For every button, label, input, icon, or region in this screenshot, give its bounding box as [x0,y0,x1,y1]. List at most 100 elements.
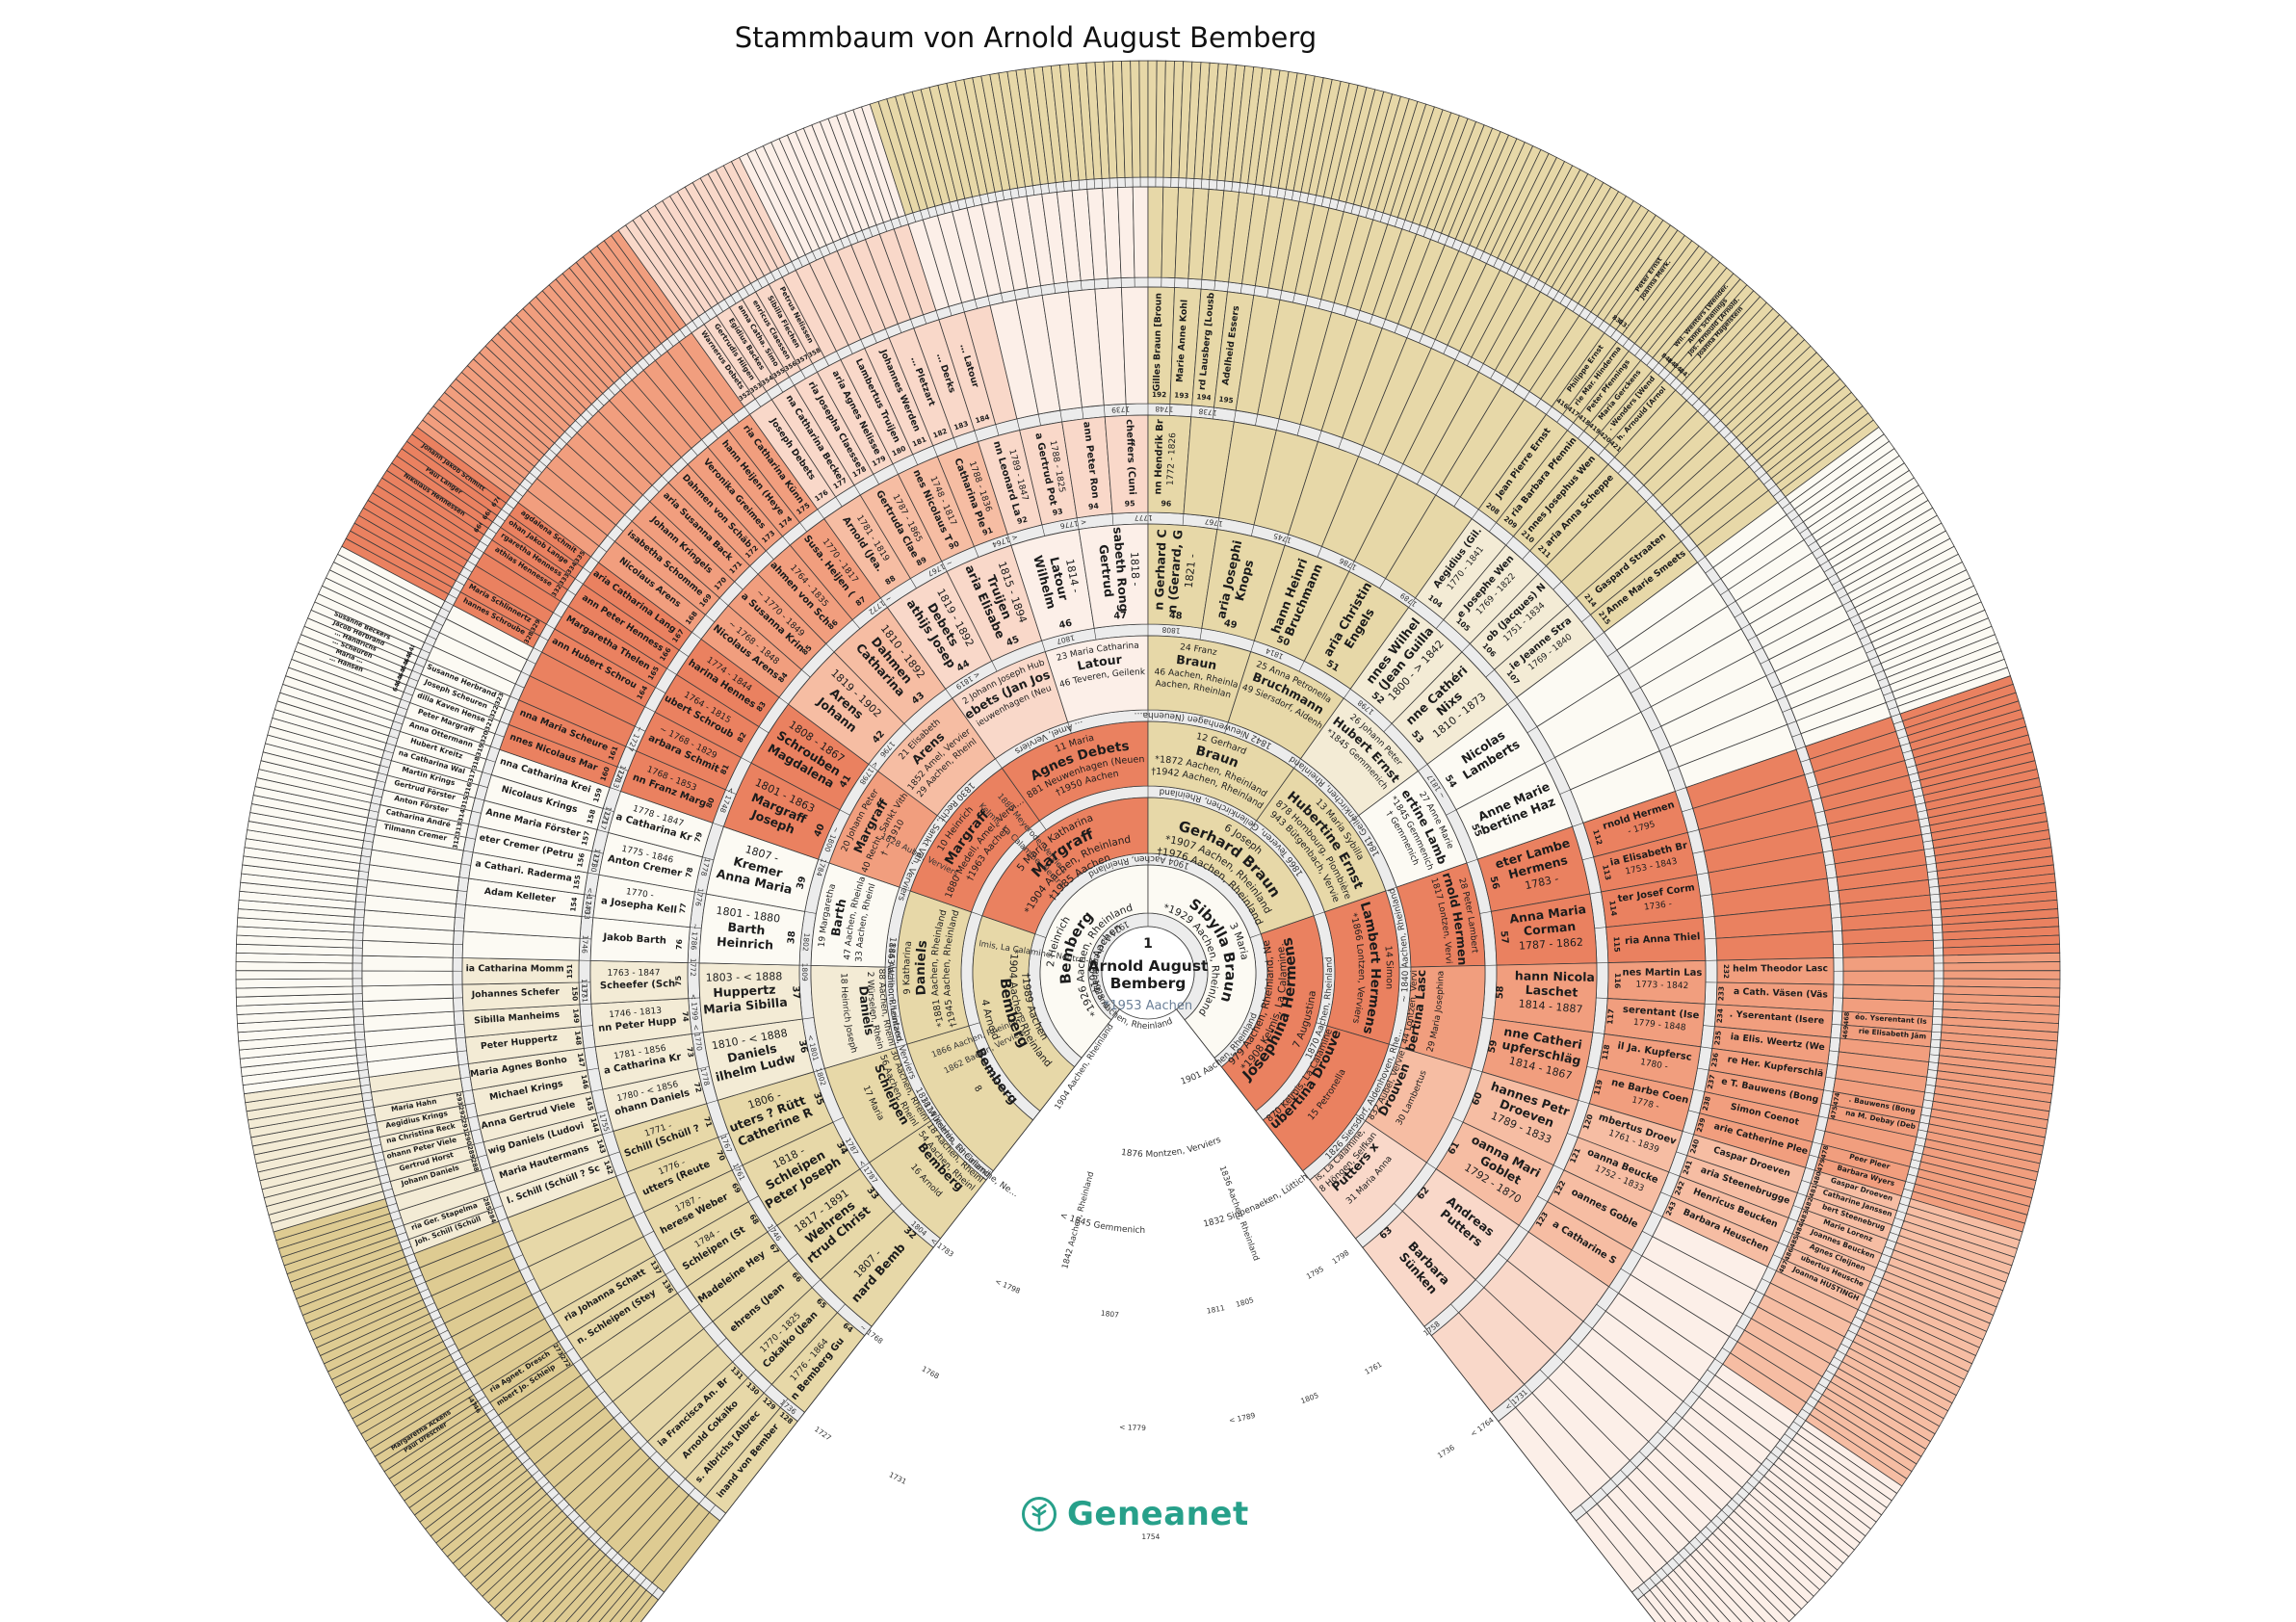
chart-title: Stammbaum von Arnold August Bemberg [0,21,2051,54]
svg-text:38: 38 [786,930,797,945]
svg-text:148: 148 [573,1031,584,1046]
svg-text:Laschet: Laschet [1525,982,1578,1000]
person-cell-930 [1943,970,2061,981]
svg-text:*1953 Aachen: *1953 Aachen [1104,999,1192,1013]
person-cell-767 [1138,60,1149,178]
marriage-label-210: 1761 [1364,1360,1384,1376]
svg-text:1748: 1748 [1155,405,1174,414]
svg-text:1777: 1777 [1135,513,1153,522]
svg-text:1802: 1802 [801,932,812,952]
marriage-label-272: 1754 [1141,1532,1160,1541]
svg-text:Arnold August: Arnold August [1088,957,1210,975]
person-cell-148[interactable]: Peter Huppertz 148 [464,1026,585,1064]
person-cell-149[interactable]: Sibilla Manheims 149 [462,1004,583,1038]
person-cell-302 [361,970,454,987]
marriage-label-142: 1768 [921,1364,941,1380]
svg-text:232: 232 [1722,964,1731,979]
person-cell-150[interactable]: Johannes Schefer 150 [461,981,581,1012]
person-cell-465 [1842,970,1935,987]
svg-text:< 1789: < 1789 [1228,1411,1256,1426]
marriage-label-26: 1876 Montzen, Verviers [1120,1136,1222,1160]
marriage-label-212: 1805 [1299,1391,1319,1405]
svg-text:94: 94 [1088,502,1100,511]
person-cell-604 [235,978,353,989]
svg-text:76: 76 [675,939,685,950]
svg-text:469: 469 [1841,1025,1850,1039]
svg-text:Daniels: Daniels [913,939,930,996]
svg-text:192: 192 [1152,390,1166,399]
svg-text:75: 75 [674,976,683,986]
marriage-label-52: 1832 Sippenaeken, Lüttich [1203,1172,1311,1230]
svg-text:1754: 1754 [1141,1532,1160,1541]
svg-text:235: 235 [1712,1031,1723,1046]
person-cell-76[interactable]: Jakob Barth 76 [589,917,691,963]
svg-text:1811: 1811 [1206,1303,1226,1316]
svg-text:1727: 1727 [813,1425,833,1442]
svg-text:95: 95 [1125,499,1135,508]
svg-text:1739: 1739 [1111,405,1131,414]
svg-text:74: 74 [681,1011,691,1023]
person-cell-146[interactable]: Michael Krings 146 [472,1069,592,1117]
marriage-label-136: < 1779 [1119,1423,1146,1432]
person-cell-383 [1132,186,1149,278]
svg-text:150: 150 [570,986,580,1001]
svg-text:77: 77 [678,903,688,914]
svg-text:1818 -: 1818 - [1128,552,1141,587]
svg-text:1805: 1805 [1299,1391,1319,1405]
geneanet-logo: Geneanet [1021,1495,1249,1533]
svg-text:1807: 1807 [1100,1309,1119,1320]
person-cell-605 [235,970,353,981]
marriage-label-420: 1736 [1436,1443,1456,1460]
svg-text:58: 58 [1495,985,1506,999]
svg-text:37: 37 [790,985,801,999]
person-cell-191 [1121,286,1149,405]
svg-text:1768: 1768 [921,1364,941,1380]
marriage-label-418: < 1764 [1469,1416,1496,1439]
svg-text:151: 151 [565,964,574,979]
svg-text:14 Simon: 14 Simon [1382,945,1395,989]
svg-text:1798: 1798 [1331,1248,1351,1266]
marriage-label-288: 1727 [813,1425,833,1442]
svg-text:< 1764: < 1764 [1469,1416,1496,1439]
person-cell-303 [361,955,454,972]
svg-text:1731: 1731 [580,984,589,1004]
svg-text:233: 233 [1716,986,1726,1001]
svg-text:1808: 1808 [1161,625,1181,635]
geneanet-logo-text: Geneanet [1067,1495,1249,1533]
svg-text:1809: 1809 [800,963,809,981]
svg-text:57: 57 [1499,930,1510,945]
marriage-label-284: 1731 [888,1470,908,1486]
svg-text:149: 149 [571,1008,581,1024]
person-cell-301 [361,983,454,1003]
svg-text:1731: 1731 [888,1470,908,1486]
svg-text:1773 - 1842: 1773 - 1842 [1635,981,1688,992]
person-cell-384 [1147,186,1164,278]
svg-text:1: 1 [1143,936,1153,952]
svg-text:116: 116 [1613,973,1622,988]
svg-text:< 1798: < 1798 [994,1276,1022,1295]
person-cell-929 [1943,961,2061,972]
svg-text:234: 234 [1715,1008,1725,1024]
marriage-label-68: 1807 [1100,1309,1119,1320]
svg-text:1763 - 1847: 1763 - 1847 [608,969,661,979]
marriage-label-214: < 1789 [1228,1411,1256,1426]
svg-text:194: 194 [1196,392,1212,402]
svg-text:1876 Montzen, Verviers: 1876 Montzen, Verviers [1120,1136,1222,1160]
svg-text:1746: 1746 [580,935,589,955]
